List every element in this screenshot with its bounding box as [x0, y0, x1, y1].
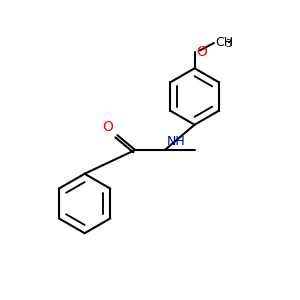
Text: NH: NH [166, 135, 185, 148]
Text: 3: 3 [225, 40, 231, 50]
Text: O: O [102, 120, 113, 134]
Text: O: O [196, 45, 207, 59]
Text: CH: CH [215, 37, 233, 50]
